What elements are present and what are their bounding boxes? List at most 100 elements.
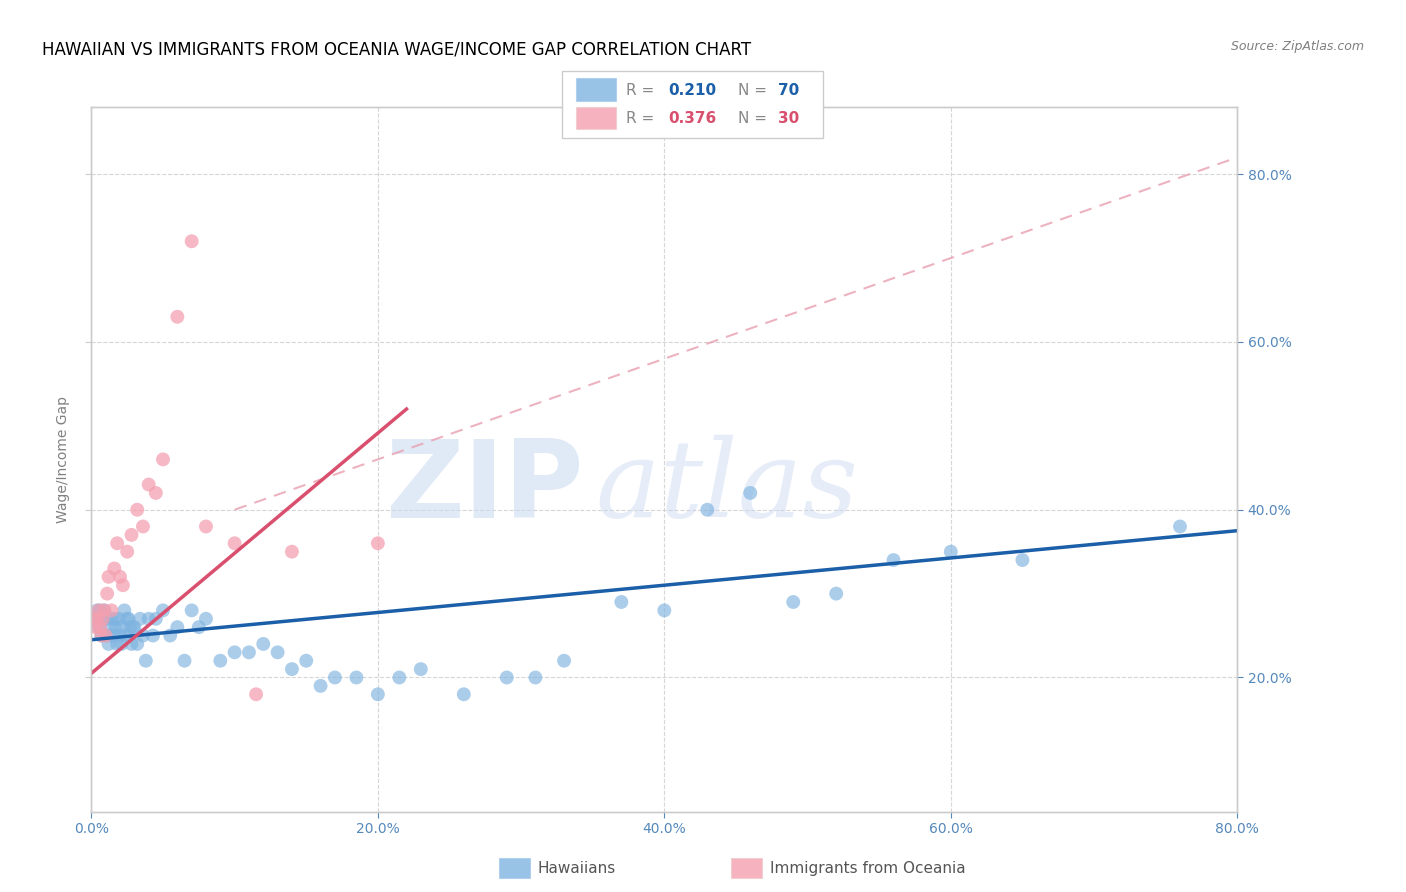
Point <box>224 645 246 659</box>
Point <box>194 612 217 626</box>
Point <box>121 528 143 542</box>
Point <box>524 671 547 685</box>
Point <box>103 612 125 626</box>
Point <box>117 612 139 626</box>
Point <box>122 620 145 634</box>
Point <box>142 628 165 642</box>
Point <box>295 654 318 668</box>
Point <box>180 234 202 248</box>
Point <box>84 612 107 626</box>
Point <box>367 687 389 701</box>
Point <box>367 536 389 550</box>
Point <box>152 452 174 467</box>
Point <box>101 628 124 642</box>
Text: HAWAIIAN VS IMMIGRANTS FROM OCEANIA WAGE/INCOME GAP CORRELATION CHART: HAWAIIAN VS IMMIGRANTS FROM OCEANIA WAGE… <box>42 40 751 58</box>
Point <box>83 612 105 626</box>
Point <box>115 612 138 626</box>
Point <box>96 586 118 600</box>
Point <box>84 620 107 634</box>
Point <box>127 502 149 516</box>
Point <box>166 310 188 324</box>
Point <box>94 612 117 626</box>
Point <box>90 628 112 642</box>
Text: 30: 30 <box>778 112 799 126</box>
Point <box>194 519 217 533</box>
Point <box>281 662 304 676</box>
Point <box>825 586 848 600</box>
Point <box>145 612 167 626</box>
Text: N =: N = <box>738 83 772 97</box>
Point <box>115 544 138 558</box>
Point <box>610 595 633 609</box>
Text: 0.210: 0.210 <box>668 83 716 97</box>
Point <box>98 620 121 634</box>
Point <box>127 637 149 651</box>
Point <box>111 578 134 592</box>
Point <box>129 612 152 626</box>
Text: 0.376: 0.376 <box>668 112 716 126</box>
Text: N =: N = <box>738 112 772 126</box>
Point <box>91 612 114 626</box>
Point <box>132 519 155 533</box>
Point <box>159 628 181 642</box>
Point <box>1168 519 1191 533</box>
Point <box>882 553 904 567</box>
Point <box>120 620 142 634</box>
Point <box>152 603 174 617</box>
Point <box>104 620 127 634</box>
Text: Immigrants from Oceania: Immigrants from Oceania <box>770 862 966 876</box>
Point <box>90 628 112 642</box>
Point <box>266 645 288 659</box>
Point <box>121 637 143 651</box>
Point <box>97 570 120 584</box>
Y-axis label: Wage/Income Gap: Wage/Income Gap <box>56 396 70 523</box>
Point <box>124 620 146 634</box>
Text: Hawaiians: Hawaiians <box>537 862 616 876</box>
Point <box>114 628 136 642</box>
Text: Source: ZipAtlas.com: Source: ZipAtlas.com <box>1230 40 1364 54</box>
Point <box>323 671 346 685</box>
Point <box>939 544 962 558</box>
Point <box>91 612 114 626</box>
Point <box>209 654 232 668</box>
Point <box>187 620 209 634</box>
Point <box>96 628 118 642</box>
Point <box>89 620 111 634</box>
Point <box>344 671 367 685</box>
Point <box>94 628 117 642</box>
Point <box>252 637 274 651</box>
Point <box>107 612 129 626</box>
Point <box>309 679 332 693</box>
Point <box>86 612 108 626</box>
Point <box>93 603 115 617</box>
Point <box>245 687 267 701</box>
Point <box>89 603 111 617</box>
Point <box>1011 553 1033 567</box>
Point <box>138 612 160 626</box>
Point <box>87 620 110 634</box>
Point <box>103 561 125 575</box>
Point <box>83 612 105 626</box>
Point <box>166 620 188 634</box>
Text: 70: 70 <box>778 83 799 97</box>
Point <box>100 612 122 626</box>
Text: R =: R = <box>626 83 659 97</box>
Point <box>86 603 108 617</box>
Point <box>132 628 155 642</box>
Point <box>105 536 128 550</box>
Text: atlas: atlas <box>596 435 859 541</box>
Point <box>553 654 575 668</box>
Point <box>111 620 134 634</box>
Point <box>409 662 432 676</box>
Point <box>138 477 160 491</box>
Point <box>97 637 120 651</box>
Point <box>281 544 304 558</box>
Point <box>782 595 804 609</box>
Point <box>652 603 675 617</box>
Text: R =: R = <box>626 112 659 126</box>
Point <box>180 603 202 617</box>
Point <box>696 502 718 516</box>
Point <box>145 486 167 500</box>
Point <box>112 603 135 617</box>
Point <box>173 654 195 668</box>
